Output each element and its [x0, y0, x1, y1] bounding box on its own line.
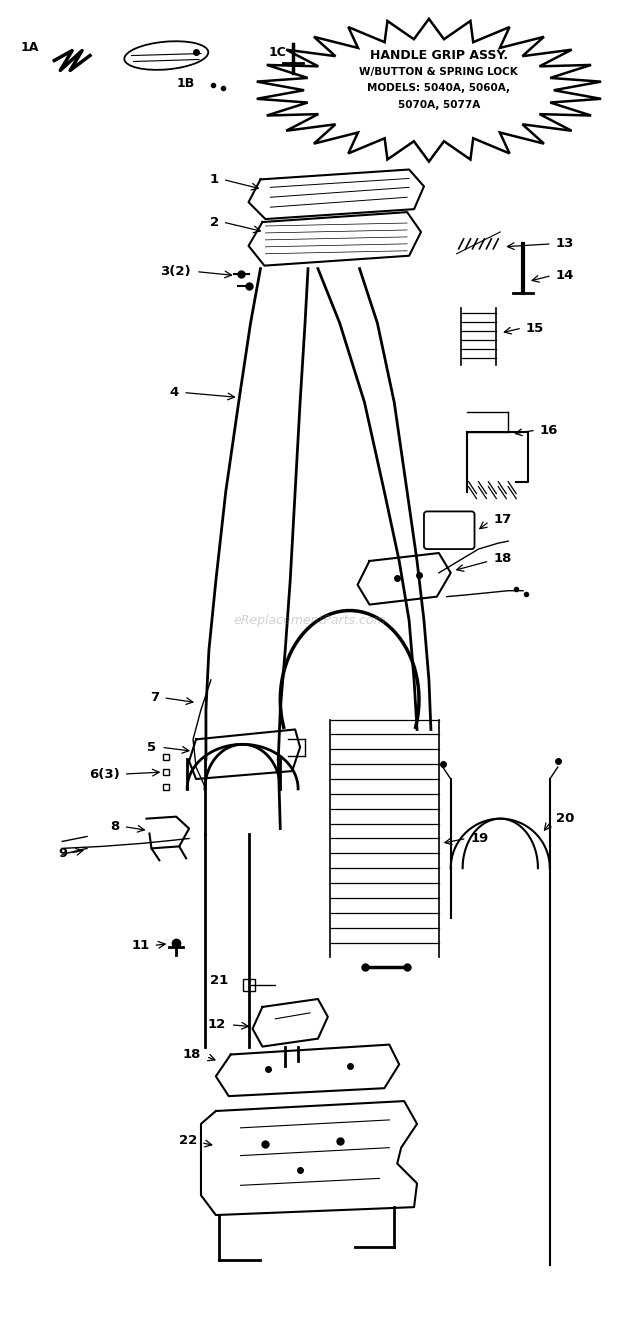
Text: MODELS: 5040A, 5060A,: MODELS: 5040A, 5060A, [367, 83, 510, 94]
Text: 3(2): 3(2) [161, 265, 191, 278]
Text: 8: 8 [110, 820, 120, 833]
Text: 15: 15 [526, 322, 544, 334]
Text: 2: 2 [210, 215, 219, 229]
Text: 4: 4 [170, 386, 179, 398]
Text: 13: 13 [556, 238, 574, 250]
Text: 18: 18 [183, 1048, 201, 1062]
Text: 22: 22 [179, 1134, 197, 1147]
Text: 11: 11 [131, 939, 149, 952]
Text: 6(3): 6(3) [89, 767, 120, 781]
Polygon shape [257, 19, 601, 162]
Text: 5070A, 5077A: 5070A, 5077A [397, 100, 480, 110]
Text: 20: 20 [556, 812, 574, 825]
Text: 9: 9 [58, 846, 67, 860]
Text: W/BUTTON & SPRING LOCK: W/BUTTON & SPRING LOCK [360, 67, 518, 78]
Text: 19: 19 [471, 832, 489, 845]
Text: 17: 17 [494, 513, 512, 525]
Text: 7: 7 [150, 691, 159, 705]
Text: 14: 14 [556, 269, 574, 282]
Text: 18: 18 [494, 552, 512, 566]
Text: eReplacementParts.com: eReplacementParts.com [234, 614, 386, 627]
Text: 21: 21 [210, 973, 229, 987]
Text: 1: 1 [210, 172, 219, 186]
Text: 1A: 1A [20, 40, 39, 53]
Text: HANDLE GRIP ASSY.: HANDLE GRIP ASSY. [370, 49, 508, 62]
Text: 1B: 1B [176, 78, 195, 91]
Text: 1C: 1C [268, 45, 286, 59]
Text: 5: 5 [148, 741, 156, 754]
Text: 12: 12 [208, 1019, 226, 1031]
Text: 16: 16 [540, 424, 558, 437]
